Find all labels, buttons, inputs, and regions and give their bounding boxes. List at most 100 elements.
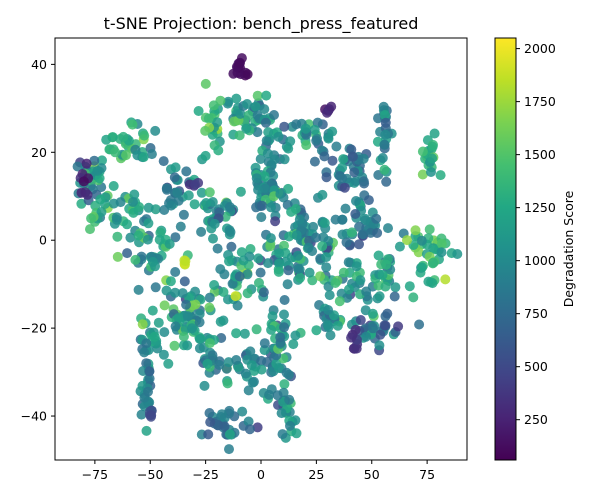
scatter-point bbox=[347, 151, 358, 162]
scatter-point bbox=[182, 340, 193, 351]
scatter-point bbox=[330, 214, 341, 225]
scatter-point bbox=[139, 347, 150, 358]
scatter-point bbox=[209, 280, 220, 290]
scatter-point bbox=[235, 186, 246, 197]
scatter-point bbox=[262, 148, 273, 159]
scatter-point bbox=[133, 230, 144, 241]
scatter-point bbox=[282, 279, 293, 290]
scatter-point bbox=[256, 355, 267, 366]
scatter-point bbox=[258, 287, 269, 298]
scatter-point bbox=[285, 136, 296, 147]
scatter-point bbox=[414, 319, 425, 330]
scatter-point bbox=[294, 214, 305, 225]
scatter-point bbox=[245, 244, 256, 254]
scatter-point bbox=[394, 241, 405, 252]
scatter-point bbox=[201, 198, 212, 208]
x-tick-label: −25 bbox=[192, 467, 218, 482]
scatter-point bbox=[402, 235, 412, 246]
chart-title: t-SNE Projection: bench_press_featured bbox=[104, 14, 419, 34]
scatter-point bbox=[272, 390, 283, 401]
scatter-point bbox=[177, 288, 188, 299]
scatter-point bbox=[143, 202, 154, 213]
scatter-point bbox=[424, 224, 435, 235]
scatter-point bbox=[375, 329, 386, 340]
scatter-point bbox=[121, 150, 131, 161]
scatter-point bbox=[224, 202, 235, 212]
scatter-point bbox=[436, 247, 447, 258]
scatter-point bbox=[169, 340, 180, 351]
scatter-point bbox=[379, 110, 390, 120]
scatter-point bbox=[354, 239, 364, 250]
colorbar-tick-label: 1750 bbox=[524, 94, 556, 109]
scatter-point bbox=[327, 155, 338, 166]
scatter-point bbox=[231, 355, 242, 365]
scatter-point bbox=[226, 241, 237, 252]
scatter-point bbox=[175, 221, 186, 232]
scatter-point bbox=[326, 101, 337, 112]
scatter-point bbox=[243, 416, 254, 427]
scatter-point bbox=[290, 330, 301, 341]
scatter-point bbox=[277, 429, 288, 440]
scatter-point bbox=[202, 358, 213, 369]
scatter-point bbox=[264, 389, 275, 400]
scatter-point bbox=[208, 100, 219, 111]
scatter-point bbox=[200, 78, 211, 89]
scatter-point bbox=[203, 429, 214, 440]
scatter-point bbox=[266, 202, 276, 213]
scatter-point bbox=[232, 300, 243, 311]
scatter-point bbox=[417, 262, 428, 273]
scatter-point bbox=[199, 380, 210, 391]
scatter-point bbox=[426, 167, 436, 177]
colorbar-tick-label: 250 bbox=[524, 412, 548, 427]
scatter-point bbox=[279, 309, 289, 320]
scatter-point bbox=[241, 123, 252, 134]
scatter-point bbox=[108, 181, 119, 191]
scatter-point bbox=[274, 363, 284, 373]
scatter-point bbox=[237, 406, 248, 417]
scatter-point bbox=[340, 203, 351, 214]
scatter-point bbox=[194, 334, 205, 344]
scatter-point bbox=[291, 119, 302, 130]
scatter-point bbox=[164, 239, 175, 249]
scatter-point bbox=[279, 322, 290, 333]
scatter-point bbox=[224, 429, 235, 440]
scatter-point bbox=[378, 101, 389, 112]
scatter-point bbox=[127, 119, 138, 130]
scatter-point bbox=[244, 251, 255, 262]
scatter-point bbox=[291, 230, 302, 241]
scatter-point bbox=[379, 164, 390, 175]
scatter-point bbox=[315, 271, 326, 282]
scatter-point bbox=[371, 213, 382, 224]
scatter-point bbox=[309, 156, 320, 167]
scatter-point bbox=[344, 284, 354, 295]
scatter-point bbox=[172, 187, 183, 198]
scatter-point bbox=[230, 291, 241, 302]
scatter-point bbox=[338, 154, 349, 165]
scatter-point bbox=[209, 218, 220, 229]
scatter-point bbox=[354, 221, 365, 232]
scatter-point bbox=[417, 146, 428, 157]
scatter-point bbox=[218, 287, 229, 297]
scatter-point bbox=[216, 409, 227, 420]
scatter-point bbox=[381, 259, 392, 270]
scatter-point bbox=[408, 292, 419, 303]
scatter-point bbox=[161, 285, 172, 296]
scatter-point bbox=[240, 368, 251, 379]
y-tick-label: 20 bbox=[31, 145, 47, 160]
scatter-point bbox=[346, 227, 357, 238]
scatter-point bbox=[377, 269, 388, 280]
x-tick-label: 0 bbox=[257, 467, 265, 482]
scatter-point bbox=[130, 254, 141, 265]
scatter-point bbox=[204, 408, 215, 418]
scatter-point bbox=[389, 291, 400, 302]
scatter-point bbox=[427, 278, 438, 289]
scatter-point bbox=[256, 364, 267, 375]
scatter-point bbox=[89, 155, 100, 166]
scatter-point bbox=[150, 282, 161, 293]
scatter-point bbox=[169, 172, 180, 183]
scatter-point bbox=[78, 176, 89, 187]
scatter-point bbox=[307, 246, 318, 257]
scatter-point bbox=[215, 316, 226, 327]
scatter-point bbox=[146, 149, 157, 160]
scatter-point bbox=[308, 221, 319, 232]
